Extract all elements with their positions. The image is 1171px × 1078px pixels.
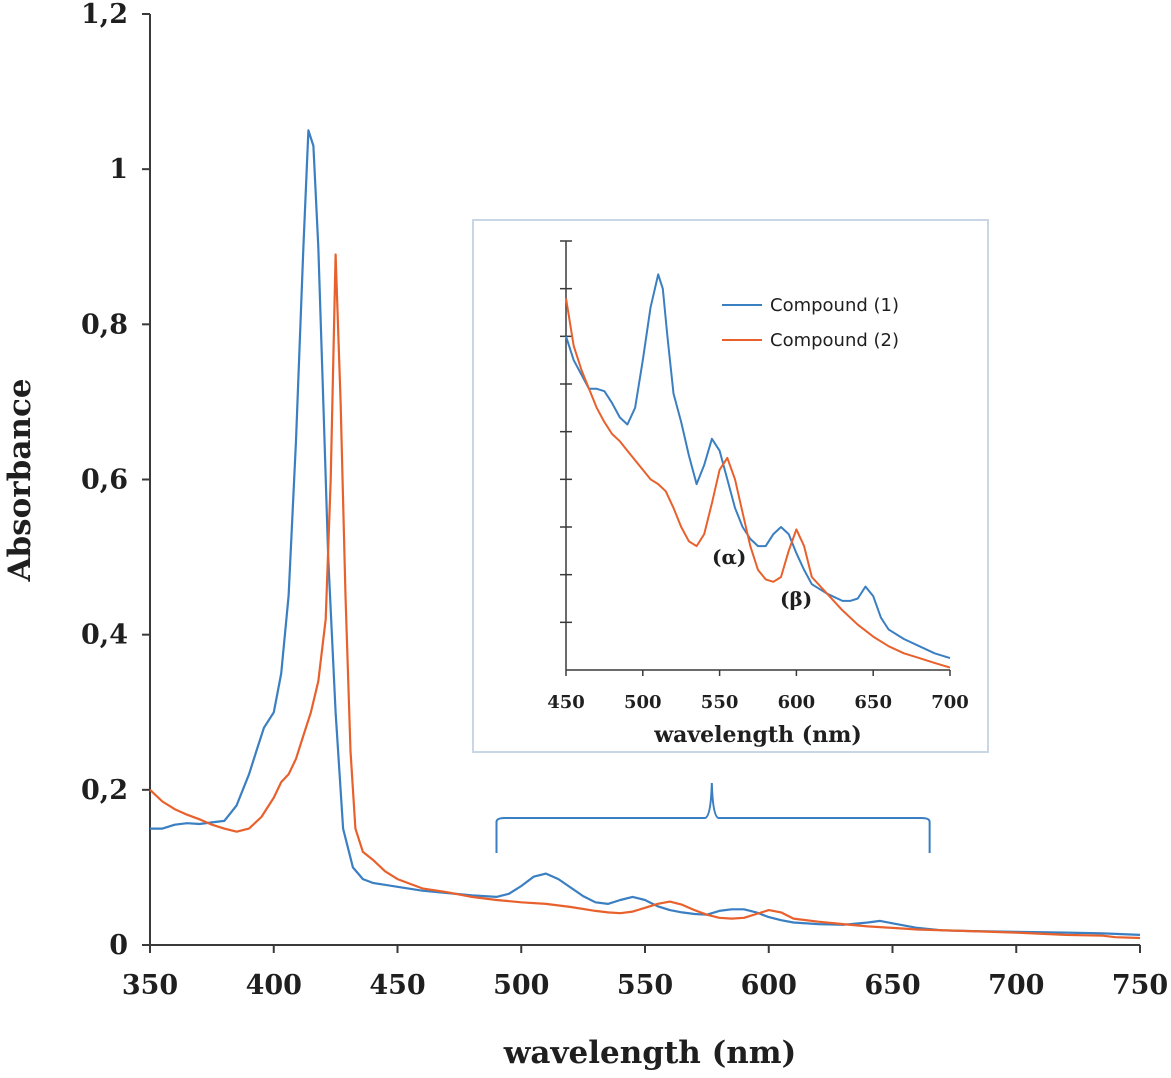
y-tick-label: 0,6: [81, 465, 128, 496]
inset-frame: [472, 219, 989, 753]
inset-chart: 450 500 550 600 650 700 wavelength (nm) Compou…: [472, 219, 989, 753]
x-tick-label: 700: [988, 970, 1044, 1001]
inset-series-line-compound-1: [565, 273, 951, 660]
x-tick-label: 550: [617, 970, 673, 1001]
y-tick-label: 0,8: [81, 309, 128, 340]
x-tick-label: 750: [1112, 970, 1168, 1001]
legend-label-compound-1: Compound (1): [770, 295, 899, 316]
inset-range-brace: [495, 782, 931, 853]
inset-x-tick-label: 450: [547, 692, 585, 713]
inset-x-tick-label: 700: [931, 692, 969, 713]
brace-path: [495, 782, 931, 853]
x-tick-label: 600: [741, 970, 797, 1001]
y-tick-label: 0,2: [81, 775, 128, 806]
inset-x-tick-label: 500: [624, 692, 662, 713]
legend-label-compound-2: Compound (2): [770, 330, 899, 351]
inset-legend: Compound (1) Compound (2): [722, 295, 899, 351]
y-tick-label: 0: [109, 930, 128, 961]
x-axis-title: wavelength (nm): [503, 1035, 797, 1071]
y-tick-label: 0,4: [81, 620, 128, 651]
main-series: [149, 129, 1141, 940]
inset-axes: 450 500 550 600 650 700 wavelength (nm): [547, 240, 969, 748]
annotation-alpha: (α): [712, 545, 746, 569]
x-tick-label: 450: [369, 970, 425, 1001]
inset-series: [565, 273, 951, 669]
x-tick-label: 650: [864, 970, 920, 1001]
y-axis-title: Absorbance: [2, 378, 38, 582]
y-tick-label: 1: [109, 154, 128, 185]
inset-x-tick-label: 600: [778, 692, 816, 713]
inset-x-axis-title: wavelength (nm): [653, 722, 862, 748]
x-tick-label: 350: [122, 970, 178, 1001]
x-tick-label: 500: [493, 970, 549, 1001]
series-line-compound-2: [149, 253, 1141, 940]
inset-x-tick-label: 550: [701, 692, 739, 713]
series-line-compound-1: [150, 129, 1141, 936]
inset-series-line-compound-2: [565, 298, 951, 669]
x-tick-label: 400: [246, 970, 302, 1001]
annotation-beta: (β): [780, 587, 812, 611]
inset-x-tick-label: 650: [854, 692, 892, 713]
y-tick-label: 1,2: [81, 0, 128, 30]
